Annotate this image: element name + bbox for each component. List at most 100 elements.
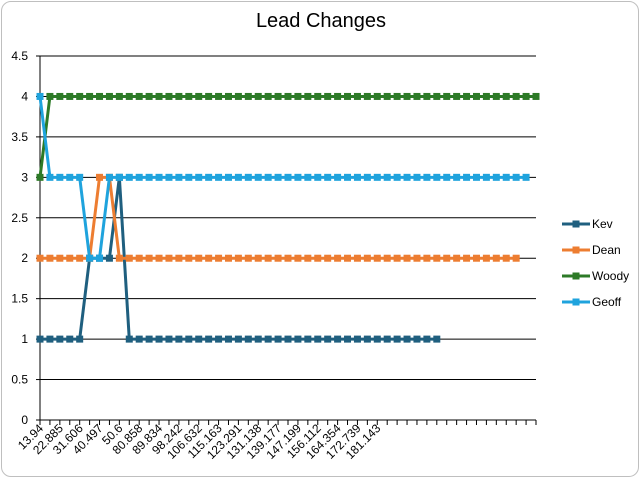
data-point (482, 173, 490, 181)
data-point (254, 173, 262, 181)
data-point (165, 254, 173, 262)
data-point (363, 92, 371, 100)
data-point (284, 335, 292, 343)
data-point (46, 92, 54, 100)
data-point (472, 173, 480, 181)
legend-label: Dean (592, 243, 621, 257)
data-point (125, 335, 133, 343)
data-point (413, 335, 421, 343)
data-point (175, 173, 183, 181)
data-point (165, 335, 173, 343)
data-point (433, 173, 441, 181)
data-point (264, 254, 272, 262)
y-tick-label: 0 (21, 413, 28, 427)
data-point (244, 254, 252, 262)
data-point (284, 92, 292, 100)
legend-label: Kev (592, 217, 613, 231)
data-point (115, 173, 123, 181)
data-point (264, 92, 272, 100)
data-point (334, 92, 342, 100)
data-point (532, 92, 540, 100)
data-point (393, 92, 401, 100)
data-point (76, 254, 84, 262)
data-point (205, 254, 213, 262)
data-point (165, 92, 173, 100)
data-point (443, 92, 451, 100)
data-point (56, 92, 64, 100)
data-point (403, 173, 411, 181)
data-point (463, 254, 471, 262)
data-point (472, 254, 480, 262)
data-point (36, 173, 44, 181)
data-point (125, 254, 133, 262)
legend-swatch-marker (572, 298, 580, 306)
data-point (363, 173, 371, 181)
data-point (155, 254, 163, 262)
data-point (155, 173, 163, 181)
data-point (423, 92, 431, 100)
data-point (294, 254, 302, 262)
data-point (215, 173, 223, 181)
y-tick-label: 1 (21, 332, 28, 346)
data-point (502, 92, 510, 100)
data-point (344, 254, 352, 262)
data-point (185, 173, 193, 181)
data-point (264, 173, 272, 181)
data-point (175, 254, 183, 262)
data-point (46, 254, 54, 262)
data-point (215, 92, 223, 100)
data-point (443, 254, 451, 262)
data-point (36, 254, 44, 262)
data-point (353, 173, 361, 181)
data-point (324, 92, 332, 100)
y-tick-label: 2.5 (11, 211, 28, 225)
data-point (373, 173, 381, 181)
data-point (522, 173, 530, 181)
data-point (353, 254, 361, 262)
data-point (304, 92, 312, 100)
data-point (46, 335, 54, 343)
legend-label: Woody (592, 269, 629, 283)
data-point (502, 254, 510, 262)
data-point (185, 92, 193, 100)
legend-layer: Kev Dean Woody Geoff (562, 217, 629, 309)
data-point (56, 335, 64, 343)
data-point (314, 92, 322, 100)
data-point (383, 92, 391, 100)
data-point (403, 254, 411, 262)
data-point (264, 335, 272, 343)
data-point (363, 335, 371, 343)
data-point (314, 335, 322, 343)
data-point (145, 335, 153, 343)
series-geoff (36, 92, 530, 262)
data-point (492, 254, 500, 262)
data-point (463, 92, 471, 100)
data-point (105, 92, 113, 100)
series-layer (36, 92, 540, 343)
data-point (105, 254, 113, 262)
legend-item-kev: Kev (562, 217, 613, 231)
data-point (363, 254, 371, 262)
legend-label: Geoff (592, 295, 622, 309)
data-point (46, 173, 54, 181)
y-tick-label: 3.5 (11, 130, 28, 144)
data-point (155, 92, 163, 100)
data-point (56, 173, 64, 181)
data-point (284, 254, 292, 262)
legend-item-dean: Dean (562, 243, 621, 257)
data-point (66, 173, 74, 181)
data-point (373, 335, 381, 343)
y-tick-label: 0.5 (11, 373, 28, 387)
data-point (344, 92, 352, 100)
data-point (244, 335, 252, 343)
data-point (86, 92, 94, 100)
data-point (423, 173, 431, 181)
data-point (205, 173, 213, 181)
data-point (155, 335, 163, 343)
y-tick-label: 1.5 (11, 292, 28, 306)
chart-title: Lead Changes (255, 10, 387, 32)
data-point (115, 254, 123, 262)
data-point (482, 92, 490, 100)
data-point (463, 173, 471, 181)
data-point (254, 92, 262, 100)
